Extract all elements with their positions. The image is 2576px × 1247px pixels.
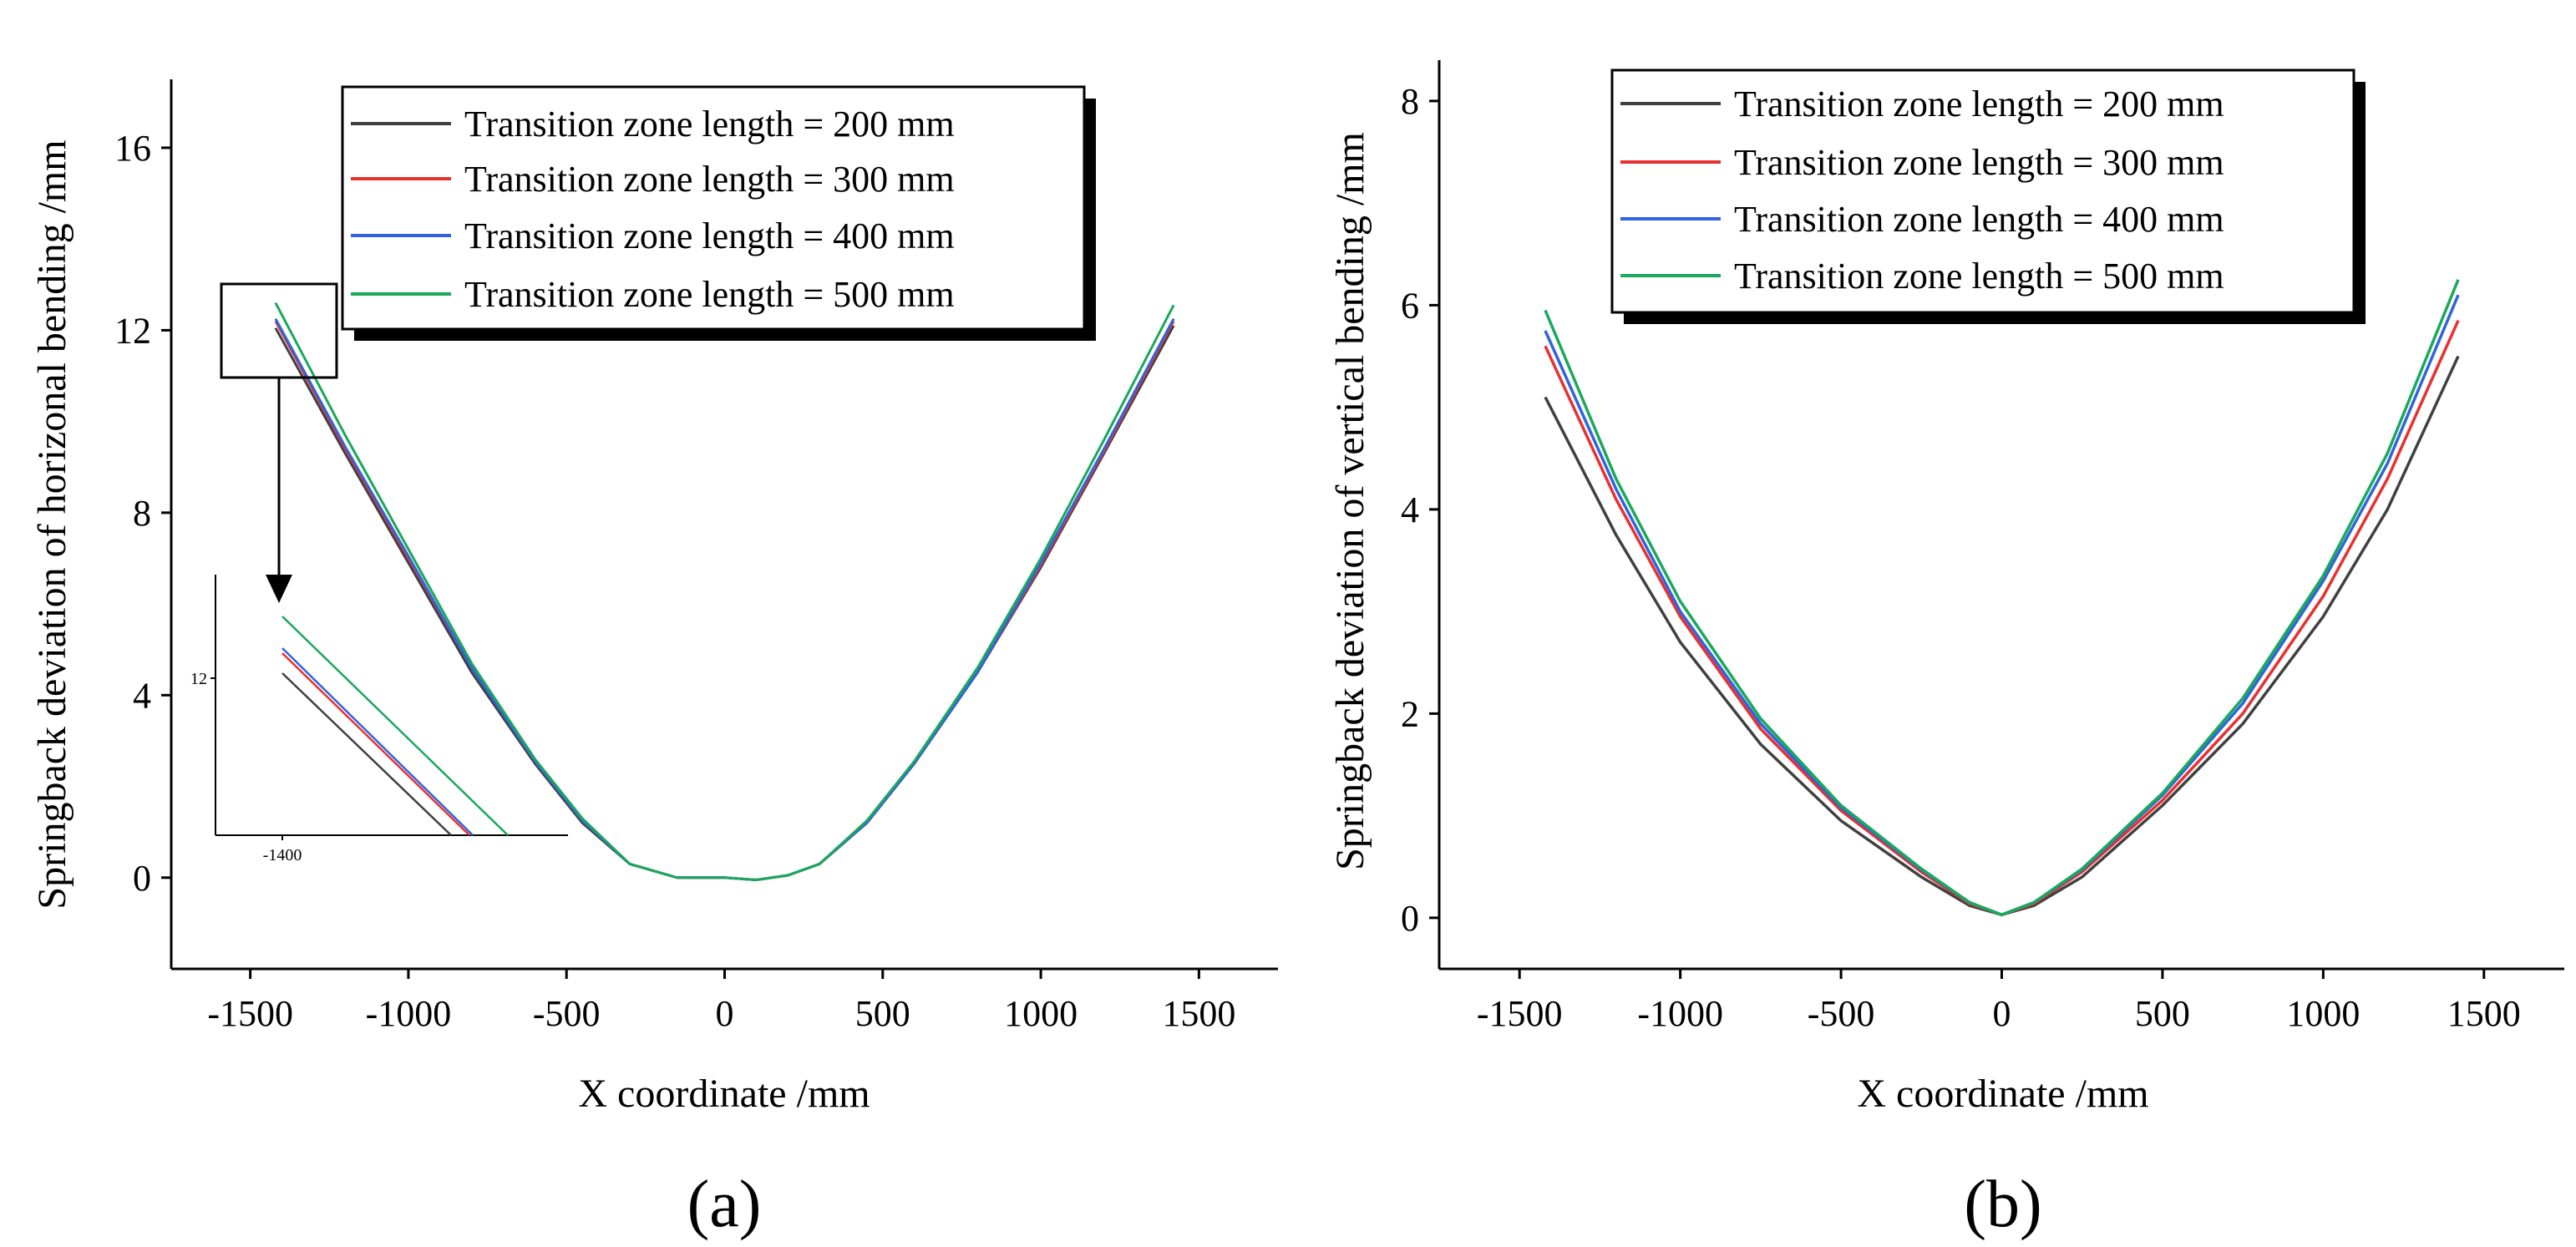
panel-a-y-tick-label: 16 xyxy=(114,128,151,169)
panel-a-x-tick-label: -1000 xyxy=(366,993,452,1034)
panel-b-x-axis-label: X coordinate /mm xyxy=(1857,1072,2148,1116)
panel-b-y-tick: 6 xyxy=(1401,285,1439,326)
panel-b-x-tick: 1500 xyxy=(2447,969,2521,1034)
panel-a-inset-y-tick-label: 12 xyxy=(190,670,207,688)
panel-b-y-tick: 8 xyxy=(1401,81,1439,122)
panel-b-y-tick-label: 2 xyxy=(1401,693,1419,734)
panel-b-x-tick: 1000 xyxy=(2286,969,2360,1034)
panel-a-y-tick: 4 xyxy=(133,675,171,716)
panel-a-x-tick: 0 xyxy=(716,969,734,1034)
panel-a-y-tick: 12 xyxy=(114,310,171,351)
panel-a-x-tick-label: 500 xyxy=(855,993,910,1034)
panel-a-x-tick-label: 1500 xyxy=(1162,993,1235,1034)
panel-a-y-tick-label: 12 xyxy=(114,310,151,351)
panel-a-inset-line-200mm xyxy=(281,672,452,836)
panel-a-series xyxy=(274,302,1175,882)
panel-b-y-tick-label: 0 xyxy=(1401,898,1419,939)
panel-a-legend-label-200mm: Transition zone length = 200 mm xyxy=(464,104,955,144)
panel-a-y-ticks: 0 4 8 12 16 xyxy=(114,128,171,899)
panel-b-x-tick-label: 1500 xyxy=(2447,993,2521,1034)
panel-a-chart: -1500 -1000 -500 0 500 1000 1500 0 4 8 1… xyxy=(30,79,1278,1241)
panel-b-legend-label-200mm: Transition zone length = 200 mm xyxy=(1734,84,2224,124)
panel-b-x-ticks: -1500 -1000 -500 0 500 1000 1500 xyxy=(1477,969,2521,1034)
panel-b-label: (b) xyxy=(1964,1168,2041,1241)
panel-a-legend-label-500mm: Transition zone length = 500 mm xyxy=(464,274,955,315)
panel-b-x-tick-label: 500 xyxy=(2135,993,2190,1034)
panel-a-label: (a) xyxy=(687,1168,762,1241)
panel-a-x-tick: 1000 xyxy=(1004,969,1078,1034)
panel-b-y-tick-label: 8 xyxy=(1401,81,1419,122)
panel-a-inset-x-tick-label: -1400 xyxy=(263,846,302,864)
panel-b-legend-label-500mm: Transition zone length = 500 mm xyxy=(1734,256,2224,297)
panel-a-y-tick: 0 xyxy=(133,858,171,899)
panel-b-y-tick: 4 xyxy=(1401,489,1439,530)
panel-a-inset-line-300mm xyxy=(281,652,470,836)
panel-b-legend: Transition zone length = 200 mm Transiti… xyxy=(1610,68,2366,324)
panel-a-zoom-arrowhead xyxy=(266,575,292,603)
panel-b-y-axis-label: Springback deviation of vertical bending… xyxy=(1328,132,1372,870)
panel-b-legend-label-400mm: Transition zone length = 400 mm xyxy=(1734,199,2224,240)
panel-a-inset: 12 -1400 xyxy=(190,575,568,864)
panel-a-x-tick-label: -500 xyxy=(533,993,601,1034)
panel-b-series xyxy=(1544,279,2460,917)
panel-b-x-tick: 500 xyxy=(2135,969,2190,1034)
panel-a-inset-line-500mm xyxy=(281,616,509,836)
panel-a-x-tick: 1500 xyxy=(1162,969,1235,1034)
panel-a-y-tick: 8 xyxy=(133,493,171,534)
panel-b-legend-label-300mm: Transition zone length = 300 mm xyxy=(1734,142,2224,183)
panel-a-legend: Transition zone length = 200 mm Transiti… xyxy=(341,85,1096,341)
panel-a-y-tick: 16 xyxy=(114,128,171,169)
panel-b-y-tick: 0 xyxy=(1401,898,1439,939)
panel-a-x-tick-label: -1500 xyxy=(207,993,293,1034)
panel-a-y-axis-label: Springback deviation of horizonal bendin… xyxy=(30,139,74,909)
panel-b-x-tick-label: 0 xyxy=(1993,993,2011,1034)
panel-b-y-tick: 2 xyxy=(1401,693,1439,734)
panel-b-x-tick-label: -1500 xyxy=(1477,993,1563,1034)
panel-a-legend-box xyxy=(341,85,1086,331)
panel-b-series-line-200mm xyxy=(1544,355,2460,917)
panel-a-x-axis-label: X coordinate /mm xyxy=(578,1072,870,1116)
panel-b-x-tick: -1000 xyxy=(1637,969,1723,1034)
panel-a-x-tick: -1500 xyxy=(207,969,293,1034)
panel-b-x-tick-label: 1000 xyxy=(2286,993,2360,1034)
panel-b-series-line-500mm xyxy=(1544,279,2460,917)
panel-a-y-tick-label: 8 xyxy=(133,493,151,534)
panel-a-series-line-500mm xyxy=(274,302,1175,882)
panel-b-x-tick: -500 xyxy=(1808,969,1875,1034)
panel-a-legend-label-400mm: Transition zone length = 400 mm xyxy=(464,215,955,256)
panel-a-y-tick-label: 4 xyxy=(133,675,151,716)
panel-b-x-tick-label: -500 xyxy=(1808,993,1875,1034)
panel-b-chart: -1500 -1000 -500 0 500 1000 1500 0 2 4 6… xyxy=(1328,60,2564,1241)
panel-a-x-tick: 500 xyxy=(855,969,910,1034)
panel-a-legend-label-300mm: Transition zone length = 300 mm xyxy=(464,159,955,200)
panel-b-x-tick: -1500 xyxy=(1477,969,1563,1034)
panel-b-legend-box xyxy=(1610,68,2355,314)
panel-b-y-tick-label: 6 xyxy=(1401,285,1419,326)
panel-a-x-tick-label: 1000 xyxy=(1004,993,1078,1034)
panel-a-x-tick: -500 xyxy=(533,969,601,1034)
panel-b-y-tick-label: 4 xyxy=(1401,489,1419,530)
panel-b-x-tick: 0 xyxy=(1993,969,2011,1034)
panel-a-x-tick-label: 0 xyxy=(716,993,734,1034)
panel-a-y-tick-label: 0 xyxy=(133,858,151,899)
panel-b-x-tick-label: -1000 xyxy=(1637,993,1723,1034)
panel-a-zoom-box xyxy=(220,282,338,379)
panel-a-x-tick: -1000 xyxy=(366,969,452,1034)
panel-b-y-ticks: 0 2 4 6 8 xyxy=(1401,81,1439,939)
panel-a-x-ticks: -1500 -1000 -500 0 500 1000 1500 xyxy=(207,969,1235,1034)
panel-a-inset-line-400mm xyxy=(281,647,474,836)
